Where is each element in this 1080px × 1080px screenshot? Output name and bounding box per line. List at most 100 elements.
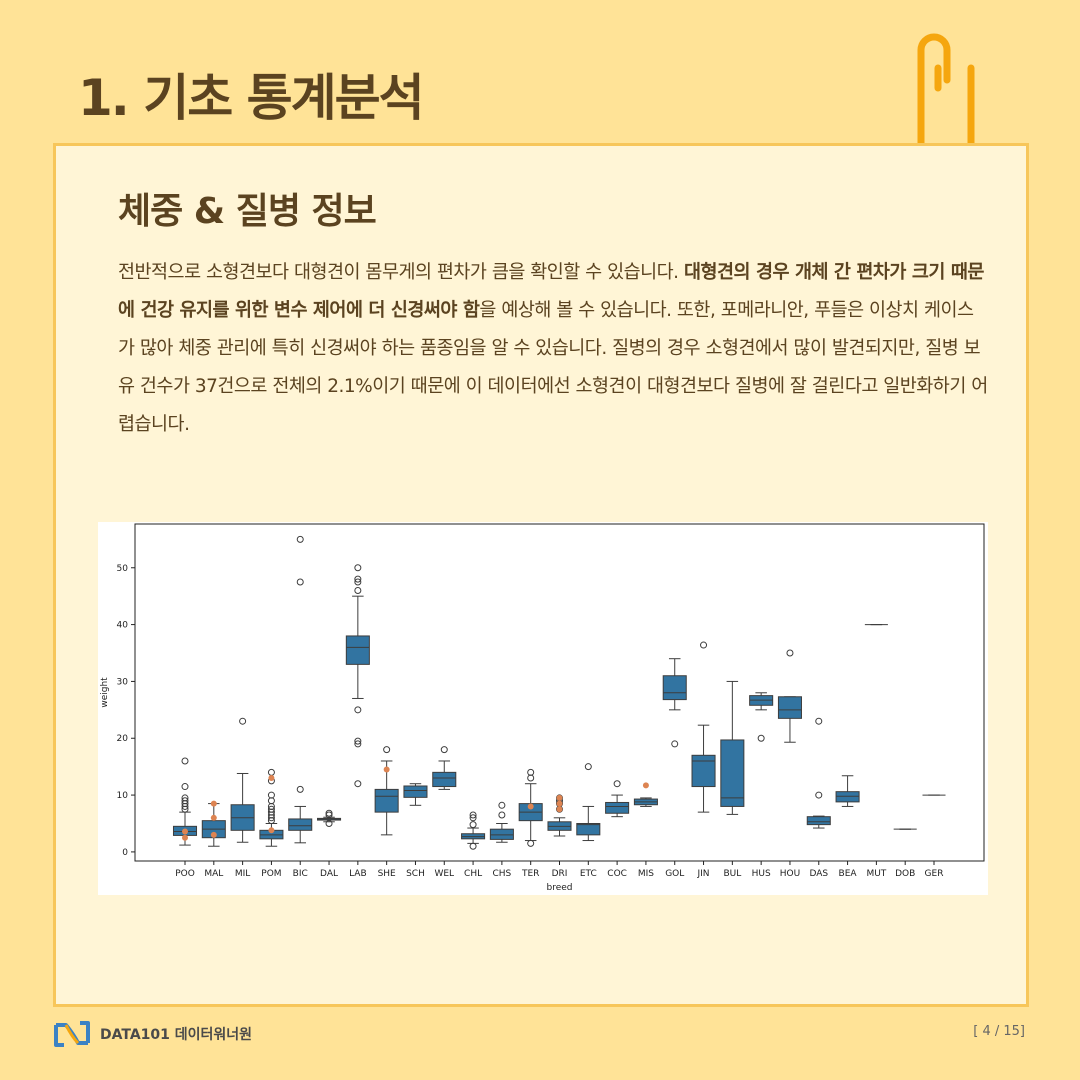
x-tick-label: TER (521, 869, 539, 879)
highlight-point (268, 827, 275, 834)
x-tick-label: POM (261, 869, 281, 879)
x-tick-label: DAL (320, 869, 338, 879)
x-tick-label: HUS (752, 869, 771, 879)
outlier (354, 740, 362, 748)
outlier (267, 791, 275, 799)
y-axis-label: weight (100, 677, 110, 708)
footer-brand: DATA101 데이터워너원 (100, 1027, 253, 1043)
x-tick-label: LAB (349, 869, 367, 879)
outlier (700, 641, 708, 649)
outlier (527, 768, 535, 776)
x-tick-label: ETC (580, 869, 597, 879)
box (288, 818, 313, 831)
x-tick-label: JIN (697, 869, 710, 879)
outlier (469, 842, 477, 850)
x-tick-label: POO (175, 869, 195, 879)
y-tick-label: 0 (122, 848, 128, 858)
outlier (498, 811, 506, 819)
x-axis-label: breed (546, 883, 572, 893)
outlier (527, 839, 535, 847)
x-tick-label: DOB (895, 869, 915, 879)
highlight-point (556, 800, 563, 807)
outlier (440, 746, 448, 754)
outlier (354, 578, 362, 586)
outlier (383, 746, 391, 754)
x-tick-label: MUT (866, 869, 886, 879)
outlier (325, 819, 333, 827)
x-tick-label: CHS (493, 869, 512, 879)
x-tick-label: GER (925, 869, 944, 879)
outlier (815, 791, 823, 799)
highlight-point (383, 766, 390, 773)
paragraph-segment: 대형견의 경우 개체 간 편차가 크기 때문에 건강 유지를 위한 변수 제어에… (118, 262, 984, 321)
outlier (267, 805, 275, 813)
outlier (181, 794, 189, 802)
outlier (354, 737, 362, 745)
box (576, 822, 601, 836)
box (835, 791, 860, 803)
outlier (584, 763, 592, 771)
y-tick-label: 10 (117, 791, 129, 801)
outlier (469, 814, 477, 822)
outlier (181, 783, 189, 791)
chart: 0 10 20 30 40 50 weight breed POO MAL MIL POM BIC DAL… (98, 522, 988, 895)
paragraph: 전반적으로 소형견보다 대형견이 몸무게의 편차가 큼을 확인할 수 있습니다.… (118, 254, 988, 444)
outlier (296, 785, 304, 793)
outlier (354, 564, 362, 572)
box (432, 771, 457, 788)
highlight-point (182, 834, 188, 841)
x-tick-label: MIS (638, 869, 654, 879)
highlight-point (210, 814, 217, 821)
x-tick-label: DRI (552, 869, 568, 879)
box (806, 816, 831, 826)
content-panel: 체중 & 질병 정보 전반적으로 소형견보다 대형견이 몸무게의 편차가 큼을 … (53, 143, 1029, 1007)
plot-frame (134, 523, 985, 862)
outlier (296, 535, 304, 543)
logo (54, 1021, 90, 1047)
outlier (469, 811, 477, 819)
x-tick-label: BIC (293, 869, 308, 879)
outlier (181, 757, 189, 765)
outlier (239, 717, 247, 725)
x-tick-label: DAS (809, 869, 828, 879)
outlier (498, 801, 506, 809)
highlight-point (210, 800, 217, 807)
x-tick-label: COC (607, 869, 627, 879)
box (777, 696, 802, 719)
outlier (325, 809, 333, 817)
box (720, 739, 745, 807)
x-tick-label: HOU (780, 869, 800, 879)
highlight-point (556, 806, 563, 813)
outlier (757, 734, 765, 742)
outlier (469, 821, 477, 829)
y-tick-label: 50 (117, 564, 129, 574)
x-tick-label: WEL (434, 869, 454, 879)
outlier (296, 578, 304, 586)
y-tick-label: 30 (117, 677, 129, 687)
chart-background (98, 522, 988, 895)
highlight-point (182, 828, 188, 835)
box (691, 754, 716, 788)
x-tick-label: SCH (406, 869, 425, 879)
y-tick-label: 20 (117, 734, 129, 744)
outlier (354, 586, 362, 594)
x-tick-label: CHL (464, 869, 482, 879)
outlier (354, 706, 362, 714)
outlier (613, 780, 621, 788)
highlight-point (642, 782, 649, 789)
outlier (181, 797, 189, 805)
outlier (671, 740, 679, 748)
x-tick-label: MAL (204, 869, 223, 879)
paragraph-segment: 을 예상해 볼 수 있습니다. 또한, 포메라니안, 푸들은 이상치 케이스가 … (118, 300, 988, 435)
highlight-point (210, 831, 217, 838)
outlier (354, 780, 362, 788)
box (345, 635, 370, 665)
highlight-point (527, 803, 534, 810)
y-tick-label: 40 (117, 621, 129, 631)
x-tick-label: BEA (839, 869, 858, 879)
box (605, 801, 630, 814)
outlier (815, 717, 823, 725)
box (489, 828, 514, 840)
box (662, 675, 687, 701)
